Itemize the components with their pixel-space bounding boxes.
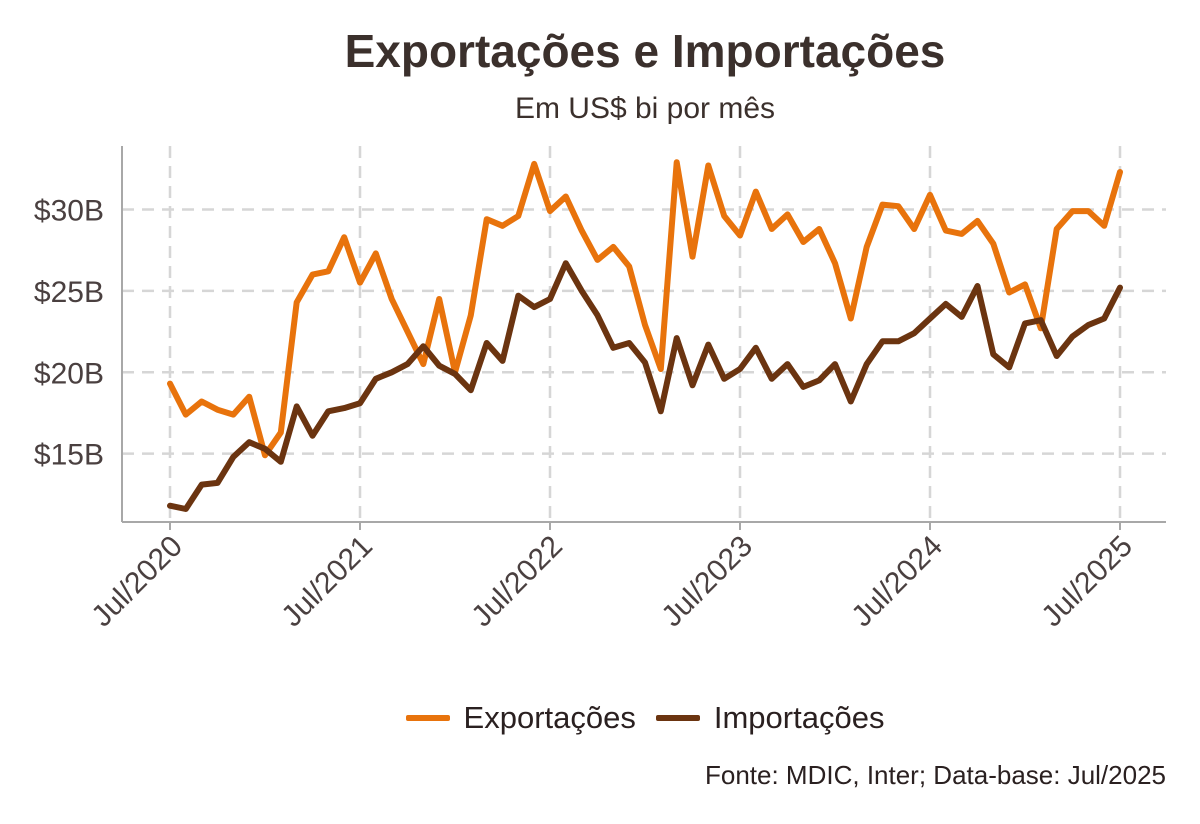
chart-title: Exportações e Importações [344,25,946,77]
x-tick-label: Jul/2025 [1035,530,1139,634]
legend-label-exportacoes: Exportações [463,700,636,735]
axes [121,146,1166,523]
x-tick-label: Jul/2020 [85,530,189,634]
y-axis-ticks: $15B $20B $25B $30B [34,194,104,471]
legend: Exportações Importações [0,700,1200,736]
y-tick-label: $15B [34,439,104,472]
x-tick-label: Jul/2021 [275,530,379,634]
legend-item-importacoes: Importações [655,700,885,736]
x-tick-label: Jul/2022 [465,530,569,634]
grid-lines [122,146,1166,522]
series-line-exportacoes [167,159,1123,459]
series-lines [167,159,1123,512]
legend-item-exportacoes: Exportações [405,700,636,736]
y-tick-label: $25B [34,276,104,309]
x-tick-label: Jul/2023 [655,530,759,634]
legend-swatch-exportacoes [405,715,450,721]
legend-swatch-importacoes [655,715,700,721]
legend-label-importacoes: Importações [713,700,885,735]
x-tick-label: Jul/2024 [845,530,949,634]
y-tick-label: $30B [34,194,104,227]
series-line-importacoes [167,260,1123,512]
y-tick-label: $20B [34,357,104,390]
x-axis-ticks: Jul/2020 Jul/2021 Jul/2022 Jul/2023 Jul/2024… [85,522,1139,633]
chart-subtitle: Em US$ bi por mês [514,92,776,125]
source-note: Fonte: MDIC, Inter; Data-base: Jul/2025 [705,760,1166,790]
